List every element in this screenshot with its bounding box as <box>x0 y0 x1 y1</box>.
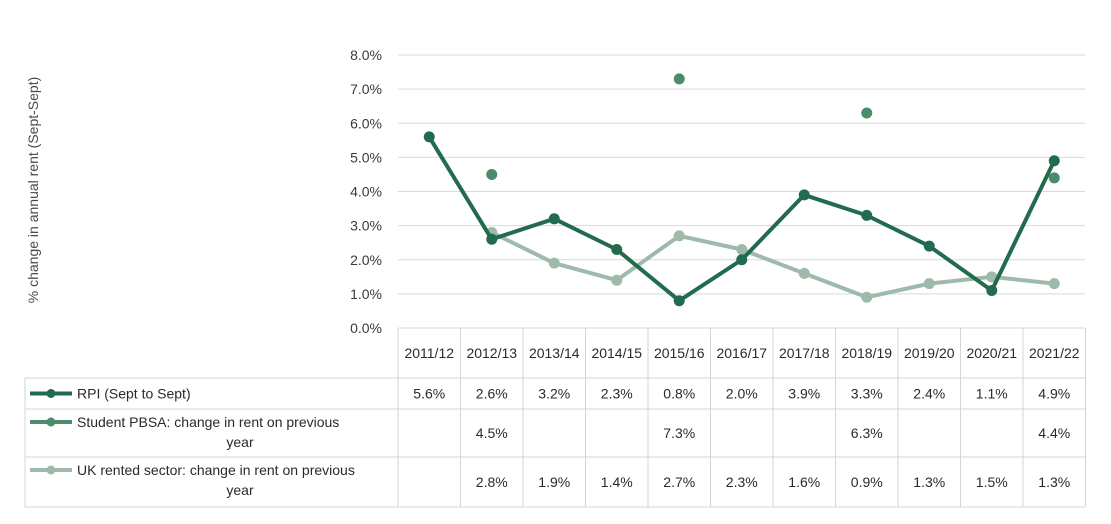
data-point <box>736 254 748 266</box>
data-point <box>423 131 435 143</box>
data-point <box>861 291 873 303</box>
data-point <box>736 244 748 256</box>
data-point <box>611 274 623 286</box>
table-cell-value: 2.3% <box>601 386 633 402</box>
table-cell-value: 7.3% <box>663 425 695 441</box>
table-cell-value: 1.9% <box>538 474 570 490</box>
x-category-label: 2018/19 <box>841 345 892 361</box>
table-cell-value: 3.2% <box>538 386 570 402</box>
table-cell-value: 6.3% <box>851 425 883 441</box>
y-tick-label: 4.0% <box>350 184 382 200</box>
y-tick-label: 6.0% <box>350 115 382 131</box>
table-cell-value: 0.8% <box>663 386 695 402</box>
data-point <box>611 244 623 256</box>
legend-marker-swatch <box>46 417 56 427</box>
data-point <box>798 189 810 201</box>
x-category-label: 2016/17 <box>716 345 767 361</box>
data-point <box>548 257 560 269</box>
data-point <box>1048 278 1060 290</box>
series-1 <box>486 73 1060 184</box>
data-point <box>673 295 685 307</box>
y-tick-label: 1.0% <box>350 286 382 302</box>
y-tick-label: 7.0% <box>350 81 382 97</box>
y-axis-label: % change in annual rent (Sept-Sept) <box>25 77 41 303</box>
series-line <box>489 230 1057 300</box>
data-point <box>1048 172 1060 184</box>
table-cell-value: 1.1% <box>976 386 1008 402</box>
x-category-label: 2015/16 <box>654 345 705 361</box>
table-cell-value: 4.5% <box>476 425 508 441</box>
legend-entry: Student PBSA: change in rent on previous… <box>77 414 339 450</box>
table-cell-value: 1.4% <box>601 474 633 490</box>
series <box>423 73 1060 307</box>
x-category-label: 2013/14 <box>529 345 580 361</box>
x-category-label: 2012/13 <box>466 345 517 361</box>
data-point <box>486 233 498 245</box>
y-tick-label: 8.0% <box>350 47 382 63</box>
y-tick-label: 3.0% <box>350 218 382 234</box>
y-tick-label: 0.0% <box>350 320 382 336</box>
x-category-label: 2014/15 <box>591 345 642 361</box>
table-cell-value: 2.7% <box>663 474 695 490</box>
data-table: 2011/12 2012/13 2013/14 2014/15 2015/16 2016/… <box>24 328 1086 508</box>
table-cell-value: 3.9% <box>788 386 820 402</box>
x-category-label: 2020/21 <box>966 345 1017 361</box>
data-point <box>861 107 873 119</box>
table-cell-value: 1.6% <box>788 474 820 490</box>
legend-entry: UK rented sector: change in rent on prev… <box>77 462 355 498</box>
table-cell-value: 2.3% <box>726 474 758 490</box>
data-point <box>1048 155 1060 167</box>
data-point <box>986 271 998 283</box>
series-line <box>427 134 1057 303</box>
legend-entry: RPI (Sept to Sept) <box>77 386 191 402</box>
data-point <box>798 267 810 279</box>
data-point <box>548 213 560 225</box>
y-tick-label: 2.0% <box>350 252 382 268</box>
gridlines <box>398 54 1085 329</box>
table-cell-value: 2.6% <box>476 386 508 402</box>
table-cell-value: 2.8% <box>476 474 508 490</box>
table-cell-value: 3.3% <box>851 386 883 402</box>
data-point <box>673 73 685 85</box>
table-cell-value: 5.6% <box>413 386 445 402</box>
data-point <box>923 278 935 290</box>
data-point <box>673 230 685 242</box>
data-point <box>486 168 498 180</box>
series-0 <box>423 131 1060 307</box>
x-category-label: 2017/18 <box>779 345 830 361</box>
y-tick-label: 5.0% <box>350 149 382 165</box>
table-cell-value: 4.4% <box>1038 425 1070 441</box>
table-cell-value: 4.9% <box>1038 386 1070 402</box>
x-category-label: 2021/22 <box>1029 345 1080 361</box>
data-point <box>923 240 935 252</box>
legend-marker-swatch <box>46 465 56 475</box>
table-cell-value: 2.0% <box>726 386 758 402</box>
table-cell-value: 1.3% <box>1038 474 1070 490</box>
legend-marker-swatch <box>46 389 56 398</box>
y-axis-ticks: 0.0% 1.0% 2.0% 3.0% 4.0% 5.0% 6.0% 7.0% 8.0% <box>350 47 382 336</box>
data-point <box>986 284 998 296</box>
table-cell-value: 0.9% <box>851 474 883 490</box>
x-category-label: 2019/20 <box>904 345 955 361</box>
series-2 <box>486 226 1060 303</box>
table-cell-value: 1.3% <box>913 474 945 490</box>
table-cell-value: 2.4% <box>913 386 945 402</box>
x-category-label: 2011/12 <box>404 345 454 361</box>
table-cell-value: 1.5% <box>976 474 1008 490</box>
data-point <box>861 209 873 221</box>
